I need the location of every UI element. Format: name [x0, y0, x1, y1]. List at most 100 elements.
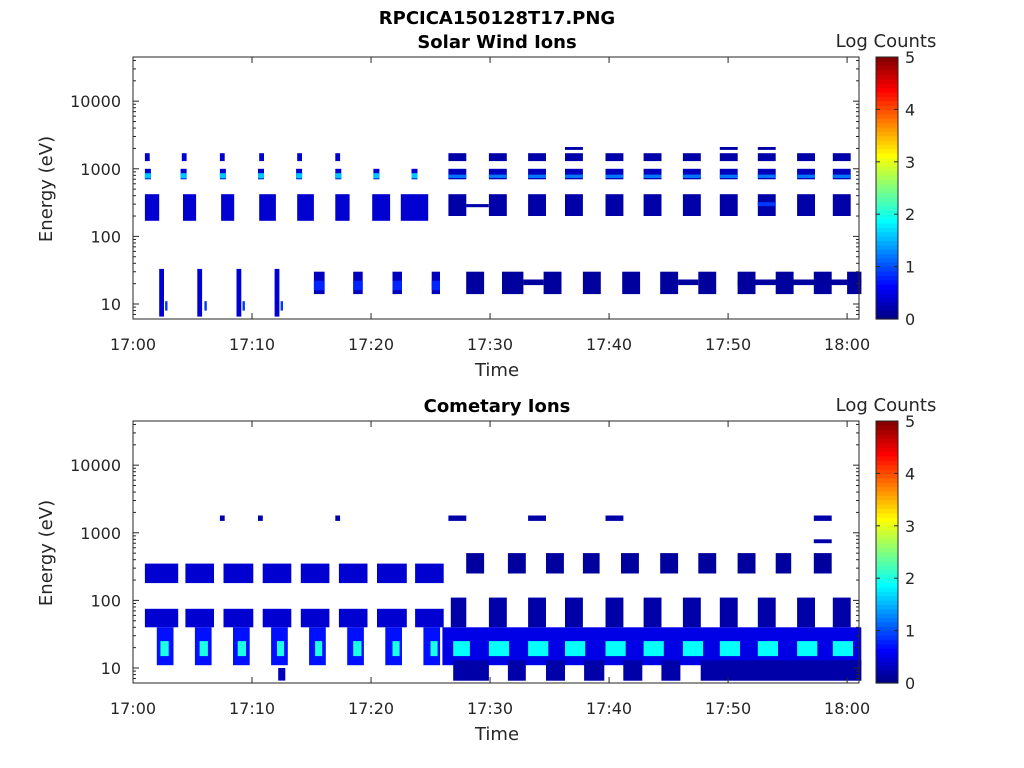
colorbar-swatch [876, 218, 898, 224]
heatmap-cell [466, 204, 489, 208]
heatmap-cell [605, 153, 624, 162]
heatmap-cell [643, 194, 662, 216]
heatmap-cell [757, 174, 776, 178]
colorbar-tick-label: 4 [905, 100, 915, 119]
heatmap-cell [813, 539, 832, 544]
colorbar-swatch [876, 157, 898, 163]
heatmap-cell [523, 279, 544, 286]
colorbar-swatch [876, 126, 898, 132]
heatmap-cell [797, 194, 815, 216]
colorbar-swatch [876, 105, 898, 110]
colorbar-swatch [876, 608, 898, 614]
heatmap-cell [565, 168, 583, 180]
heatmap-cell [262, 608, 292, 628]
heatmap-cell [453, 641, 470, 657]
colorbar-swatch [876, 249, 898, 255]
colorbar-swatch [876, 434, 898, 440]
plot-frame [132, 420, 860, 684]
heatmap-cell [377, 608, 407, 628]
colorbar-swatch [876, 560, 898, 566]
colorbar-tick-label: 2 [905, 205, 915, 224]
colorbar-tick-label: 3 [905, 517, 915, 536]
colorbar-swatch [876, 174, 898, 180]
heatmap-cell [377, 563, 407, 584]
colorbar-swatch [876, 477, 898, 483]
heatmap-cell [448, 168, 467, 180]
heatmap-cell [565, 597, 583, 628]
heatmap-cell [204, 301, 207, 311]
colorbar-swatch [876, 517, 898, 523]
colorbar-swatch [876, 122, 898, 128]
panel-title-cometary: Cometary Ions [424, 396, 571, 417]
x-tick-label: 18:00 [824, 335, 870, 354]
heatmap-cell [278, 668, 286, 681]
heatmap-cell [757, 202, 776, 207]
heatmap-cell [582, 553, 600, 574]
heatmap-cell [258, 515, 263, 521]
colorbar-swatch [876, 153, 898, 159]
colorbar-swatch [876, 87, 898, 93]
heatmap-cell [258, 173, 264, 179]
heatmap-cell [372, 194, 391, 221]
x-tick-label: 17:00 [110, 699, 156, 718]
colorbar-swatch [876, 270, 898, 276]
x-tick-label: 17:40 [586, 335, 632, 354]
colorbar-swatch [876, 91, 898, 97]
heatmap-cell [353, 641, 362, 657]
colorbar-swatch [876, 499, 898, 505]
colorbar-swatch [876, 170, 898, 176]
heatmap-cell [448, 515, 467, 521]
heatmap-cell [757, 641, 778, 657]
heatmap-cell [813, 515, 832, 521]
colorbar-swatch [876, 209, 898, 215]
heatmap-cell [565, 147, 583, 150]
colorbar-swatch [876, 643, 898, 649]
heatmap-cell [605, 515, 624, 521]
colorbar-swatch [876, 482, 898, 488]
heatmap-cell [448, 174, 467, 178]
colorbar-tick-label: 5 [905, 412, 915, 431]
colorbar-swatch [876, 621, 898, 627]
colorbar-tick-label: 1 [905, 258, 915, 277]
heatmap-cell [643, 168, 662, 180]
heatmap-cell [565, 194, 583, 216]
colorbar-swatch [876, 552, 898, 557]
heatmap-cell [335, 194, 350, 221]
heatmap-cell [453, 660, 489, 681]
heatmap-cell [488, 168, 507, 180]
x-axis-label-solar-wind: Time [474, 360, 519, 381]
colorbar-swatch [876, 161, 898, 167]
panel-solar-wind: Solar Wind Ions Log Counts Time Energy (… [36, 31, 936, 381]
heatmap-cell [400, 194, 429, 221]
heatmap-cell [488, 153, 507, 162]
colorbar-swatch [876, 196, 898, 202]
heatmap-cell [221, 194, 235, 221]
heatmap-cell [392, 641, 400, 657]
colorbar-swatch [876, 473, 898, 479]
y-tick-label: 10000 [70, 92, 121, 111]
heatmap-cell [415, 563, 444, 584]
heatmap-cell [757, 597, 776, 628]
heatmap-cell [605, 641, 626, 657]
colorbar-swatch [876, 617, 898, 623]
colorbar-frame [875, 56, 899, 320]
colorbar-swatch [876, 65, 898, 71]
colorbar-swatch [876, 166, 898, 172]
heatmap-cell [682, 194, 701, 216]
heatmap-cell [300, 608, 330, 628]
colorbar-tick-label: 0 [905, 310, 915, 329]
colorbar-swatch [876, 78, 898, 84]
heatmap-cell [488, 174, 507, 178]
colorbar-swatch [876, 188, 898, 193]
heatmap-cell [185, 563, 214, 584]
heatmap-cell [813, 553, 832, 574]
colorbar-swatch [876, 652, 898, 658]
heatmap-cell [682, 641, 704, 657]
colorbar-swatch [876, 148, 898, 154]
heatmap-cell [181, 153, 187, 162]
x-tick-label: 17:50 [705, 699, 751, 718]
heatmap-cell [797, 174, 815, 178]
heatmap-cell [236, 268, 242, 317]
colorbar-swatch [876, 279, 898, 285]
heatmap-cell [353, 280, 363, 291]
